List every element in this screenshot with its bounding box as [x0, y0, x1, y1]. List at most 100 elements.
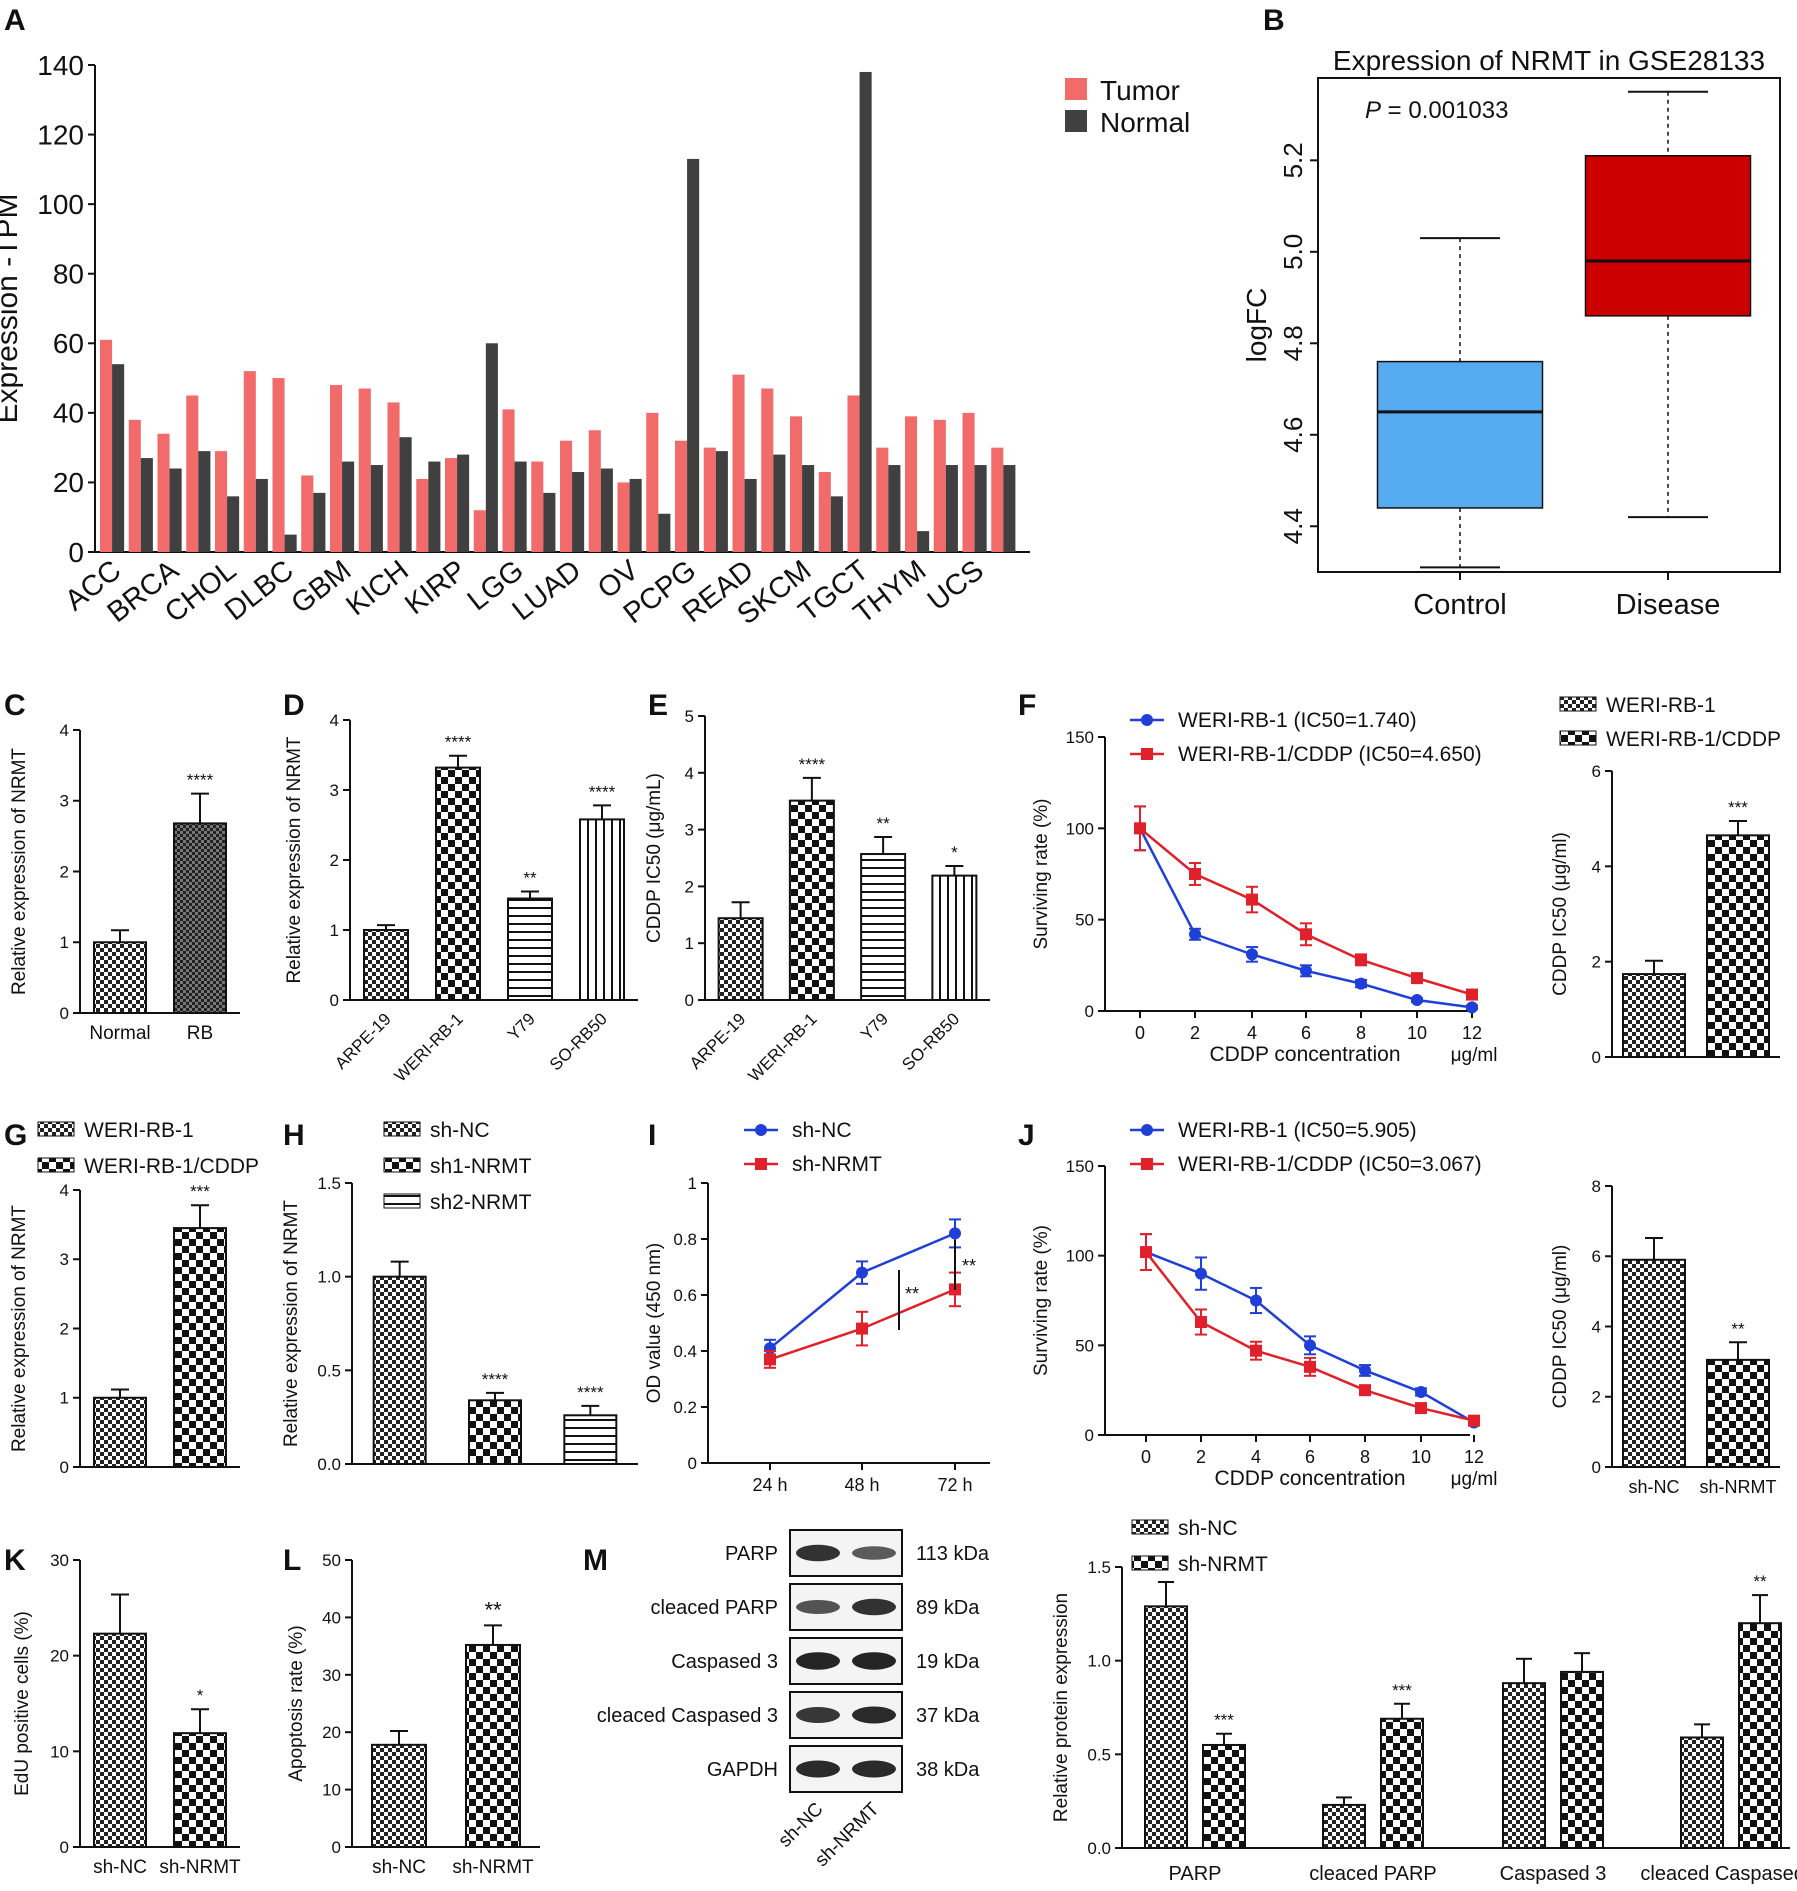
data-point-blue: [856, 1266, 868, 1279]
legend-marker: [755, 1158, 767, 1170]
chart-g-bar: 0 1 2 3 4 Relative expression of NRMT *** WERI-…: [9, 1119, 259, 1477]
bar-tumor: [473, 510, 486, 552]
panel-label-f: F: [1018, 689, 1036, 722]
y-axis-label: Relative protein expression: [1051, 1593, 1072, 1822]
significance-label: ***: [1214, 1711, 1234, 1730]
x-tick-label: 10: [1407, 1023, 1427, 1043]
y-axis-label: OD value (450 nm): [644, 1243, 665, 1404]
blot-row-label: Caspased 3: [671, 1651, 778, 1673]
bar: [1622, 973, 1686, 1058]
legend-swatch: [1131, 1555, 1169, 1571]
bar-tumor: [588, 430, 601, 552]
plot-frame: [1317, 77, 1781, 573]
blot-kda-label: 89 kDa: [916, 1597, 980, 1619]
x-tick-label: LUAD: [507, 554, 588, 627]
bar-normal: [112, 364, 125, 552]
blot-band: [852, 1598, 896, 1616]
legend-marker: [1141, 1158, 1153, 1170]
y-tick-label: 30: [322, 1666, 341, 1685]
x-axis-label: CDDP concentration: [1209, 1043, 1400, 1066]
y-tick-label: 4.4: [1278, 508, 1308, 544]
bar-normal: [370, 465, 383, 552]
y-tick-label: 10: [322, 1781, 341, 1800]
x-tick-label: 6: [1301, 1023, 1311, 1043]
significance-label: **: [484, 1597, 502, 1622]
y-tick-label: 0: [60, 1004, 69, 1023]
chart-h-bar: 0.0 0.5 1.0 1.5 Relative expression of NRMT *…: [281, 1119, 638, 1474]
data-point-red: [1250, 1344, 1262, 1357]
x-tick-label: ARPE-19: [331, 1009, 395, 1073]
significance-label: ***: [1728, 798, 1748, 817]
bar: [931, 874, 978, 1001]
bar: [860, 853, 907, 1001]
bar-tumor: [387, 402, 400, 552]
x-tick-label: 4: [1251, 1447, 1261, 1467]
bar-normal: [859, 71, 872, 552]
panel-label-e: E: [648, 689, 668, 722]
y-tick-label: 150: [1066, 728, 1094, 747]
legend-swatch: [1559, 730, 1597, 746]
blot-kda-label: 38 kDa: [916, 1759, 980, 1781]
x-tick-label: Y79: [857, 1009, 892, 1044]
bar-tumor: [445, 458, 458, 552]
y-tick-label: 4: [60, 1181, 69, 1200]
bar: [1202, 1743, 1246, 1850]
y-axis-label: EdU positive cells (%): [12, 1611, 33, 1796]
x-tick-label: WERI-RB-1: [744, 1009, 820, 1085]
y-tick-label: 80: [53, 259, 84, 290]
significance-label: **: [962, 1256, 976, 1276]
data-point-red: [1304, 1360, 1316, 1373]
chart-title: Expression of NRMT in GSE28133: [1333, 45, 1765, 76]
legend: WERI-RB-1 WERI-RB-1/CDDP: [37, 1119, 259, 1178]
chart-j-ic50-bar: 0 2 4 6 8 CDDP IC50 (μg/ml) sh-NC ** sh-NRMT: [1550, 1177, 1780, 1497]
significance-label: *: [197, 1686, 204, 1705]
bar-normal: [514, 461, 527, 552]
y-tick-label: 1.5: [317, 1174, 341, 1193]
y-tick-label: 2: [60, 862, 69, 881]
legend-swatch: [383, 1121, 421, 1137]
bar-tumor: [847, 395, 860, 552]
y-tick-label: 50: [322, 1551, 341, 1570]
y-axis-label: Relative expression of NRMT: [9, 1205, 30, 1452]
bar: [1502, 1682, 1546, 1849]
bar-normal: [457, 454, 470, 552]
bar-normal: [830, 496, 843, 552]
bar-tumor: [617, 482, 630, 552]
bar-tumor: [646, 412, 659, 552]
chart-m-grouped-bar: 0.0 0.5 1.0 1.5 Relative protein expression *…: [1051, 1517, 1797, 1885]
significance-label: **: [877, 814, 891, 833]
y-tick-label: 140: [37, 50, 84, 81]
y-tick-label: 60: [53, 328, 84, 359]
bar-tumor: [186, 395, 199, 552]
bar-tumor: [818, 471, 831, 552]
x-tick-label: 4: [1247, 1023, 1257, 1043]
y-tick-label: 10: [50, 1742, 69, 1761]
blot-row-label: cleaced Caspased 3: [597, 1705, 778, 1727]
significance-label: ***: [1392, 1681, 1412, 1700]
x-tick-label: KICH: [340, 554, 414, 622]
bar-normal: [140, 458, 153, 552]
y-axis-label: logFC: [1241, 288, 1272, 363]
y-tick-label: 1: [60, 1389, 69, 1408]
legend-label: WERI-RB-1: [84, 1119, 194, 1142]
y-tick-label: 0: [685, 991, 694, 1010]
bar-normal: [629, 478, 642, 552]
y-tick-label: 0: [1592, 1048, 1601, 1067]
panel-label-b: B: [1263, 4, 1285, 37]
significance-label: **: [523, 869, 537, 888]
y-tick-label: 1: [685, 934, 694, 953]
x-tick-label: cleaced Caspased 3: [1640, 1863, 1797, 1885]
x-tick-label: 2: [1196, 1447, 1206, 1467]
blot-band: [852, 1546, 896, 1560]
legend-label: sh-NC: [1178, 1517, 1238, 1540]
data-point-blue: [1411, 994, 1423, 1007]
y-tick-label: 4: [685, 764, 694, 783]
bar-normal: [198, 451, 211, 552]
y-axis-label: CDDP IC50 (μg/mL): [644, 773, 665, 943]
y-tick-label: 50: [1075, 911, 1094, 930]
y-tick-label: 2: [60, 1319, 69, 1338]
legend-label: sh-NC: [792, 1119, 852, 1142]
x-tick-label: 12: [1464, 1447, 1484, 1467]
bar-normal: [428, 461, 441, 552]
y-tick-label: 0.4: [673, 1342, 697, 1361]
